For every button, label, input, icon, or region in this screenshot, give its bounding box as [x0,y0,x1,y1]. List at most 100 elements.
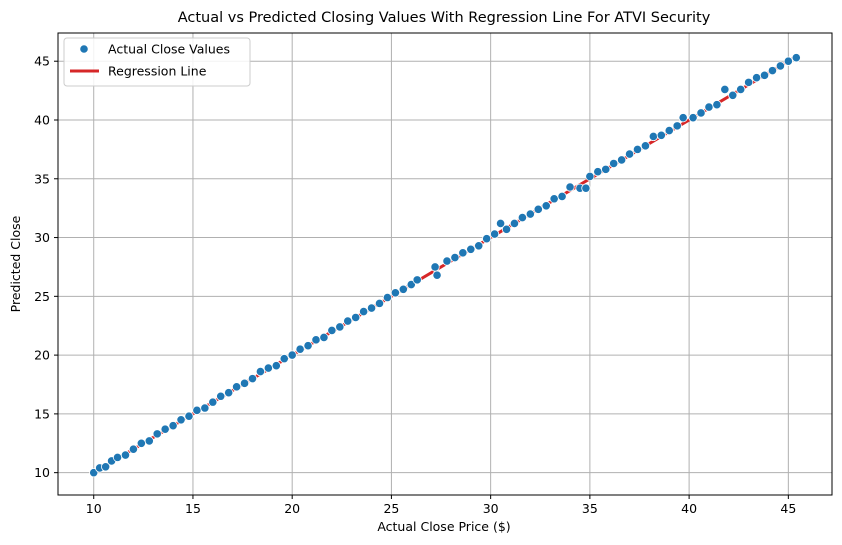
scatter-point-8 [144,436,154,446]
scatter-point-39 [390,288,400,298]
scatter-point-35 [359,307,369,317]
x-tick-label-35: 35 [582,501,598,516]
scatter-point-25 [279,354,289,364]
scatter-point-79 [704,102,714,112]
scatter-point-74 [664,125,674,136]
x-tick-label-30: 30 [483,501,499,516]
scatter-point-37 [374,298,385,308]
scatter-point-2 [101,462,111,472]
scatter-point-16 [208,397,218,407]
scatter-point-23 [263,363,273,373]
scatter-point-77 [688,113,698,123]
scatter-point-47 [458,248,468,258]
scatter-point-4 [112,452,123,462]
scatter-point-48 [466,244,476,254]
y-tick-label-45: 45 [34,54,50,69]
scatter-point-31 [327,325,337,336]
scatter-point-76 [678,113,688,123]
scatter-point-43 [430,262,440,272]
scatter-point-60 [557,191,567,202]
x-tick-label-10: 10 [86,501,102,516]
y-axis-ticks: 10 15 20 25 30 35 40 45 [34,54,58,480]
scatter-point-84 [744,77,754,87]
scatter-point-56 [525,209,535,219]
scatter-point-83 [736,84,746,95]
scatter-point-65 [593,167,603,177]
scatter-point-71 [640,141,651,151]
chart-title: Actual vs Predicted Closing Values With … [178,10,711,26]
scatter-point-41 [406,279,416,290]
scatter-point-52 [495,218,506,229]
plot-frame [57,32,833,496]
scatter-point-50 [482,234,492,244]
scatter-point-17 [216,391,226,401]
scatter-point-29 [311,335,321,345]
scatter-point-88 [775,61,786,71]
scatter-point-34 [351,312,361,323]
y-tick-label-20: 20 [34,348,50,363]
legend-scatter-marker [79,44,89,54]
scatter-point-20 [239,378,250,388]
legend-label-regression: Regression Line [108,64,207,79]
scatter-point-89 [783,56,793,66]
scatter-point-87 [767,66,778,76]
scatter-point-7 [136,438,146,448]
scatter-point-19 [232,382,242,392]
y-tick-label-40: 40 [34,112,50,127]
legend-label-actual: Actual Close Values [108,42,230,57]
scatter-point-68 [617,155,627,165]
scatter-point-27 [295,344,305,354]
scatter-point-33 [343,316,353,326]
scatter-point-67 [609,158,619,169]
y-tick-label-35: 35 [34,171,50,186]
y-axis-title: Predicted Close [8,215,23,312]
scatter-point-9 [152,429,162,439]
scatter-point-28 [303,341,313,351]
scatter-point-42 [412,275,422,285]
scatter-point-69 [624,149,635,159]
y-tick-label-15: 15 [34,406,50,421]
scatter-point-53 [501,224,512,234]
scatter-point-70 [632,144,643,154]
scatter-point-15 [200,403,210,413]
scatter-point-73 [656,130,666,140]
x-tick-label-45: 45 [780,501,796,516]
scatter-point-36 [366,303,377,313]
scatter-point-61 [565,182,575,192]
x-tick-label-25: 25 [383,501,399,516]
scatter-point-85 [751,73,762,83]
scatter-point-40 [398,284,408,294]
scatter-point-80 [712,100,722,110]
scatter-point-58 [541,201,551,211]
scatter-point-78 [696,108,706,118]
legend: Actual Close Values Regression Line [63,37,251,87]
scatter-point-63 [581,183,591,193]
scatter-point-55 [517,212,528,223]
scatter-point-12 [176,415,186,425]
scatter-point-21 [247,374,258,384]
scatter-point-6 [128,444,139,454]
gridlines [58,33,832,495]
x-tick-label-40: 40 [681,501,697,516]
scatter-point-18 [224,388,234,398]
x-axis-title: Actual Close Price ($) [377,519,510,534]
scatter-point-10 [160,424,170,434]
scatter-point-82 [728,90,738,100]
y-tick-label-25: 25 [34,289,50,304]
scatter-point-54 [509,218,520,229]
scatter-point-30 [319,332,329,343]
scatter-point-86 [759,70,770,80]
x-axis-ticks: 10 15 20 25 30 35 40 45 [86,495,796,516]
scatter-point-14 [192,405,202,415]
scatter-point-22 [255,366,266,377]
scatter-point-24 [271,361,281,371]
scatter-point-57 [533,204,543,214]
scatter-point-13 [184,411,194,421]
scatter-point-26 [287,350,297,360]
scatter-point-46 [450,252,460,263]
points-layer [89,53,801,478]
scatter-point-32 [335,322,345,332]
scatter-point-5 [120,450,131,460]
